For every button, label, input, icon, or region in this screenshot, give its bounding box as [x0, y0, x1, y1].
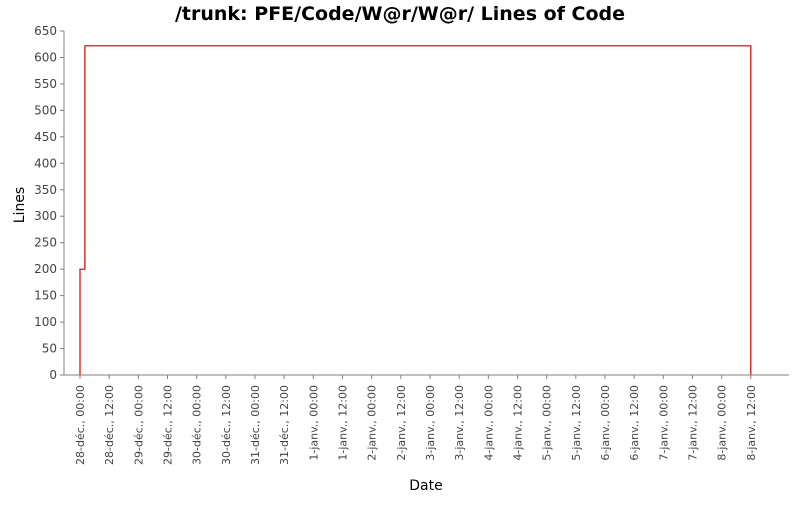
x-tick-label: 6-janv., 00:00 — [599, 385, 612, 461]
y-tick-label: 350 — [34, 183, 57, 197]
y-tick-label: 250 — [34, 236, 57, 250]
x-tick-label: 4-janv., 12:00 — [512, 385, 525, 461]
y-tick-label: 0 — [49, 368, 57, 382]
x-tick-label: 1-janv., 12:00 — [337, 385, 350, 461]
y-tick-label: 450 — [34, 130, 57, 144]
y-tick-label: 550 — [34, 77, 57, 91]
x-tick-label: 7-janv., 12:00 — [687, 385, 700, 461]
y-tick-label: 300 — [34, 209, 57, 223]
x-tick-label: 1-janv., 00:00 — [307, 385, 320, 461]
x-tick-label: 29-déc., 00:00 — [132, 385, 145, 465]
y-tick-label: 500 — [34, 103, 57, 117]
x-tick-label: 3-janv., 12:00 — [453, 385, 466, 461]
x-tick-label: 2-janv., 12:00 — [395, 385, 408, 461]
y-tick-label: 600 — [34, 50, 57, 64]
y-tick-label: 100 — [34, 315, 57, 329]
x-tick-label: 29-déc., 12:00 — [162, 385, 175, 465]
x-tick-label: 6-janv., 12:00 — [628, 385, 641, 461]
x-tick-label: 5-janv., 00:00 — [541, 385, 554, 461]
x-tick-label: 2-janv., 00:00 — [366, 385, 379, 461]
x-tick-label: 30-déc., 00:00 — [191, 385, 204, 465]
y-tick-label: 400 — [34, 156, 57, 170]
y-tick-label: 50 — [42, 342, 57, 356]
x-tick-label: 31-déc., 12:00 — [278, 385, 291, 465]
y-tick-label: 150 — [34, 289, 57, 303]
y-tick-label: 200 — [34, 262, 57, 276]
plot-area — [64, 31, 789, 375]
x-tick-label: 5-janv., 12:00 — [570, 385, 583, 461]
x-tick-label: 28-déc., 00:00 — [74, 385, 87, 465]
x-axis-title: Date — [409, 478, 442, 494]
x-tick-label: 28-déc., 12:00 — [103, 385, 116, 465]
x-tick-label: 7-janv., 00:00 — [657, 385, 670, 461]
x-tick-label: 4-janv., 00:00 — [482, 385, 495, 461]
x-tick-label: 30-déc., 12:00 — [220, 385, 233, 465]
x-tick-label: 8-janv., 00:00 — [716, 385, 729, 461]
y-tick-label: 650 — [34, 24, 57, 38]
x-tick-label: 31-déc., 00:00 — [249, 385, 262, 465]
chart-title: /trunk: PFE/Code/W@r/W@r/ Lines of Code — [175, 3, 625, 25]
series-line-0 — [79, 45, 752, 375]
y-axis-title: Lines — [12, 187, 28, 223]
x-tick-label: 8-janv., 12:00 — [745, 385, 758, 461]
x-tick-label: 3-janv., 00:00 — [424, 385, 437, 461]
